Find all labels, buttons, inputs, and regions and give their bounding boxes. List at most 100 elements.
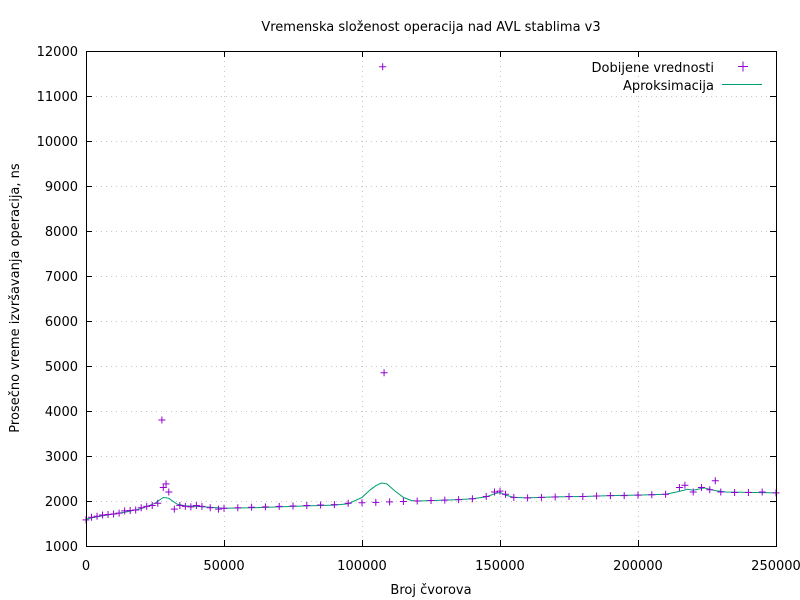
data-point bbox=[697, 484, 705, 491]
x-tick-label: 250000 bbox=[751, 559, 800, 574]
y-tick-label: 9000 bbox=[45, 180, 78, 195]
y-tick-label: 1000 bbox=[45, 540, 78, 555]
y-tick-label: 3000 bbox=[45, 450, 78, 465]
legend-label-line: Aproksimacija bbox=[623, 79, 714, 94]
data-point bbox=[115, 509, 123, 517]
data-point bbox=[93, 512, 101, 520]
legend-label-points: Dobijene vrednosti bbox=[592, 61, 714, 76]
y-tick-label: 6000 bbox=[45, 315, 78, 330]
data-point bbox=[496, 487, 504, 495]
data-point bbox=[132, 506, 140, 514]
y-tick-label: 8000 bbox=[45, 225, 78, 240]
data-point bbox=[380, 369, 388, 377]
x-tick-label: 50000 bbox=[203, 559, 244, 574]
data-point bbox=[88, 513, 96, 521]
data-point bbox=[358, 499, 366, 507]
x-tick-label: 100000 bbox=[337, 559, 387, 574]
data-point bbox=[441, 496, 449, 504]
data-point bbox=[468, 495, 476, 503]
data-point bbox=[717, 488, 725, 496]
data-point bbox=[379, 63, 387, 71]
data-point bbox=[482, 493, 490, 500]
x-tick-labels: 0 50000 100000 150000 200000 250000 bbox=[82, 559, 800, 574]
data-point bbox=[634, 491, 642, 499]
plot-points bbox=[82, 63, 780, 524]
data-point bbox=[758, 488, 766, 496]
data-point bbox=[648, 491, 656, 499]
data-point bbox=[372, 498, 380, 506]
data-point bbox=[689, 488, 697, 496]
y-tick-labels: 1000 2000 3000 4000 5000 6000 7000 8000 9000 1000… bbox=[37, 45, 78, 555]
data-point bbox=[198, 502, 206, 510]
plot-lines bbox=[85, 482, 777, 520]
data-point bbox=[510, 493, 518, 501]
data-point bbox=[234, 504, 242, 512]
data-point bbox=[275, 502, 283, 510]
data-point bbox=[681, 481, 689, 489]
x-tick-label: 0 bbox=[82, 559, 90, 574]
data-point bbox=[187, 503, 195, 511]
data-point bbox=[110, 510, 118, 518]
data-point bbox=[176, 502, 184, 509]
data-point bbox=[537, 493, 545, 501]
grid-lines bbox=[86, 51, 776, 546]
legend: Dobijene vrednosti Aproksimacija bbox=[592, 61, 762, 94]
y-tick-label: 11000 bbox=[37, 90, 78, 105]
x-axis-label: Broj čvorova bbox=[390, 583, 471, 598]
approximation-line bbox=[85, 482, 777, 520]
data-point bbox=[386, 498, 394, 506]
data-point bbox=[303, 502, 311, 509]
data-point bbox=[214, 505, 222, 513]
chart-title: Vremenska složenost operacija nad AVL st… bbox=[261, 20, 600, 35]
data-point bbox=[317, 501, 325, 509]
data-point bbox=[551, 493, 559, 501]
x-tick-label: 200000 bbox=[613, 559, 663, 574]
legend-marker-points bbox=[738, 61, 748, 72]
data-point bbox=[162, 480, 170, 488]
axis-ticks bbox=[86, 51, 777, 547]
data-point bbox=[289, 502, 297, 510]
plot-frame bbox=[86, 51, 777, 547]
data-point bbox=[261, 503, 269, 511]
data-point bbox=[606, 492, 614, 500]
data-point bbox=[711, 477, 719, 485]
y-tick-label: 7000 bbox=[45, 270, 78, 285]
data-point bbox=[620, 492, 628, 500]
data-point bbox=[248, 503, 256, 511]
data-point bbox=[579, 493, 587, 500]
data-point bbox=[490, 488, 498, 496]
data-point bbox=[706, 486, 714, 494]
data-point bbox=[744, 488, 752, 496]
y-tick-label: 4000 bbox=[45, 405, 78, 420]
data-point bbox=[455, 496, 463, 504]
data-point bbox=[344, 499, 352, 507]
data-point bbox=[662, 490, 670, 498]
data-point bbox=[170, 505, 178, 513]
data-point bbox=[413, 497, 421, 505]
data-point bbox=[330, 501, 338, 509]
data-point bbox=[565, 493, 573, 500]
data-point bbox=[159, 484, 167, 491]
data-point bbox=[143, 502, 151, 510]
data-point bbox=[427, 497, 435, 505]
data-point bbox=[675, 484, 683, 491]
y-tick-label: 12000 bbox=[37, 45, 78, 60]
y-tick-label: 2000 bbox=[45, 495, 78, 510]
y-tick-label: 5000 bbox=[45, 360, 78, 375]
data-point bbox=[524, 494, 532, 502]
x-tick-label: 150000 bbox=[475, 559, 525, 574]
data-point bbox=[137, 504, 145, 512]
data-point bbox=[192, 502, 200, 509]
data-point bbox=[399, 497, 407, 505]
data-point bbox=[206, 504, 214, 512]
y-tick-label: 10000 bbox=[37, 135, 78, 150]
data-point bbox=[148, 502, 156, 509]
data-point bbox=[158, 416, 166, 424]
data-point bbox=[154, 499, 162, 507]
data-point bbox=[731, 488, 739, 496]
y-axis-label: Prosečno vreme izvršavanja operacija, ns bbox=[8, 163, 23, 433]
data-point bbox=[502, 490, 510, 498]
data-point bbox=[220, 504, 228, 512]
data-point bbox=[593, 492, 601, 500]
